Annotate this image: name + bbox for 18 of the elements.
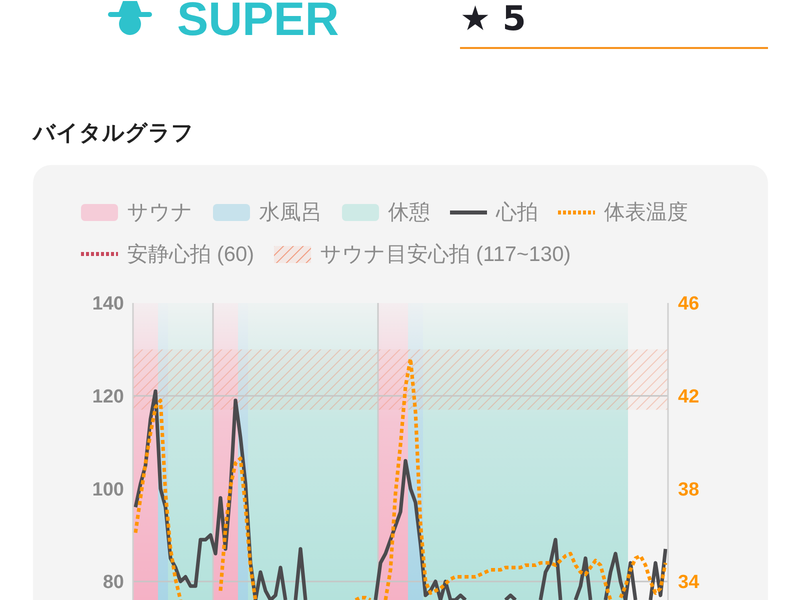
text: SUPER	[177, 0, 339, 45]
legend-label: 体表温度	[604, 200, 688, 226]
y-tick-label: 140	[92, 294, 124, 315]
y2-tick-label: 46	[678, 294, 700, 315]
y-tick-label: 120	[92, 386, 124, 408]
legend-label: 心拍	[496, 200, 538, 226]
chart-title: バイタルグラフ	[33, 119, 194, 147]
legend-label: 水風呂	[259, 200, 322, 226]
y2-tick-label: 38	[678, 479, 700, 500]
text: 安静心拍 (60)	[127, 242, 254, 268]
text: ★ 5	[460, 0, 526, 39]
legend-label: 休憩	[388, 200, 430, 226]
y-tick-label: 80	[102, 572, 124, 594]
legend-label: サウナ	[127, 200, 193, 226]
y-tick-label: 100	[92, 479, 124, 500]
y2-tick-label: 34	[678, 572, 700, 594]
legend-label: サウナ目安心拍 (117~130)	[320, 242, 571, 268]
y2-tick-label: 42	[678, 386, 700, 408]
